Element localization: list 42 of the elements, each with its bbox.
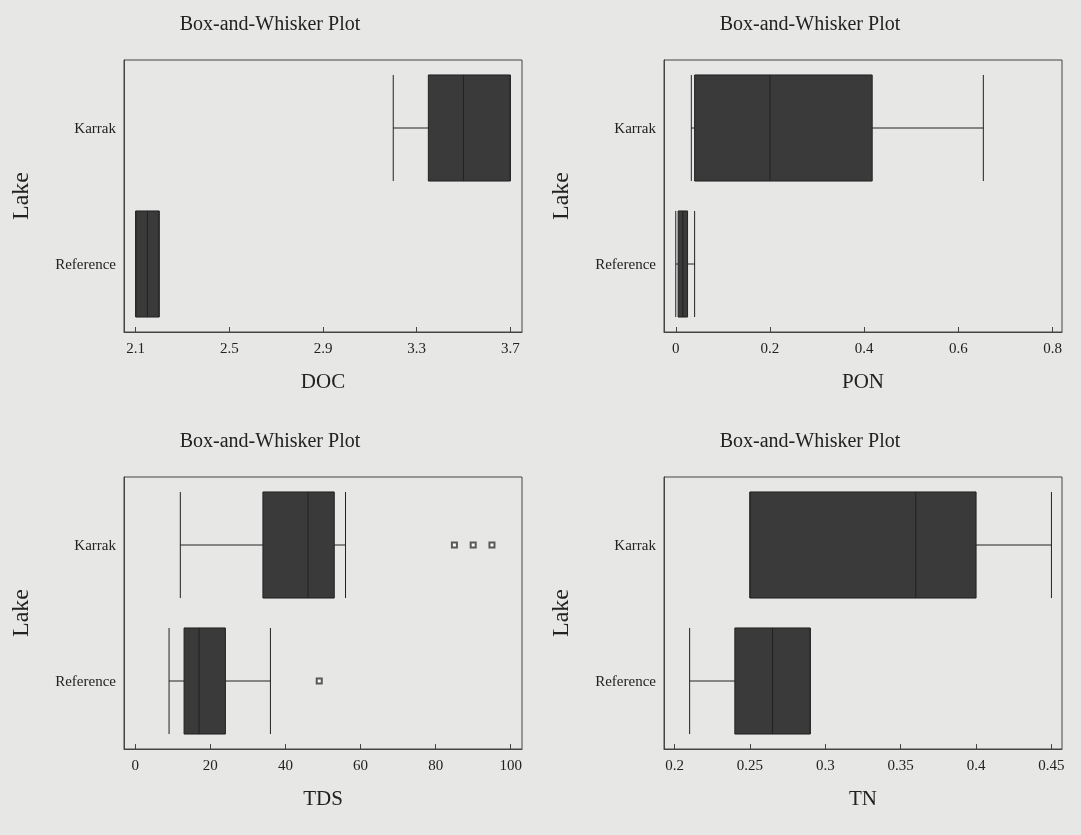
x-tick-label: 100 [499,756,522,773]
y-tick-label: Reference [595,673,657,689]
x-axis-title: DOC [300,368,346,393]
x-tick-label: 0.45 [1038,756,1065,773]
x-tick-label: 3.7 [500,339,521,356]
x-tick-label: 60 [353,756,369,773]
x-axis-title: PON [841,368,885,393]
x-tick-label: 40 [277,756,293,773]
y-axis-title: Lake [7,172,33,220]
y-tick-label: Reference [55,256,117,272]
y-tick-label: Karrak [74,120,117,136]
x-axis-title: TDS [303,785,343,810]
x-tick-label: 0.4 [854,339,875,356]
chart-title: Box-and-Whisker Plot [719,429,901,451]
x-axis-title: TN [849,785,877,810]
x-tick-label: 0 [131,756,140,773]
chart-title: Box-and-Whisker Plot [179,12,361,34]
x-tick-label: 20 [202,756,218,773]
x-tick-label: 0.2 [760,339,780,356]
y-tick-label: Karrak [74,537,117,553]
y-tick-label: Karrak [614,537,657,553]
x-tick-label: 0 [672,339,680,356]
chart-title: Box-and-Whisker Plot [719,12,901,34]
y-axis-title: Lake [7,589,33,637]
y-tick-label: Reference [55,673,117,689]
x-tick-label: 0.2 [665,756,684,773]
x-tick-label: 0.8 [1043,339,1062,356]
x-tick-label: 0.25 [736,756,764,773]
x-tick-label: 2.9 [313,339,333,356]
y-axis-title: Lake [547,172,573,220]
x-tick-label: 2.5 [219,339,239,356]
y-tick-label: Karrak [614,120,657,136]
x-tick-label: 3.3 [407,339,427,356]
x-tick-label: 0.3 [815,756,835,773]
y-axis-title: Lake [547,589,573,637]
x-tick-label: 0.4 [966,756,986,773]
x-tick-label: 0.35 [887,756,914,773]
y-tick-label: Reference [595,256,657,272]
x-tick-label: 80 [428,756,444,773]
chart-title: Box-and-Whisker Plot [179,429,361,451]
x-tick-label: 2.1 [126,339,146,356]
x-tick-label: 0.6 [949,339,969,356]
